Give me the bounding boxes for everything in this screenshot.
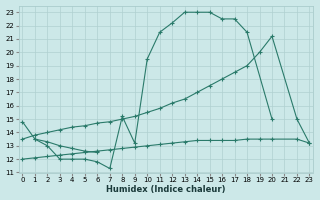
X-axis label: Humidex (Indice chaleur): Humidex (Indice chaleur) [106,185,226,194]
